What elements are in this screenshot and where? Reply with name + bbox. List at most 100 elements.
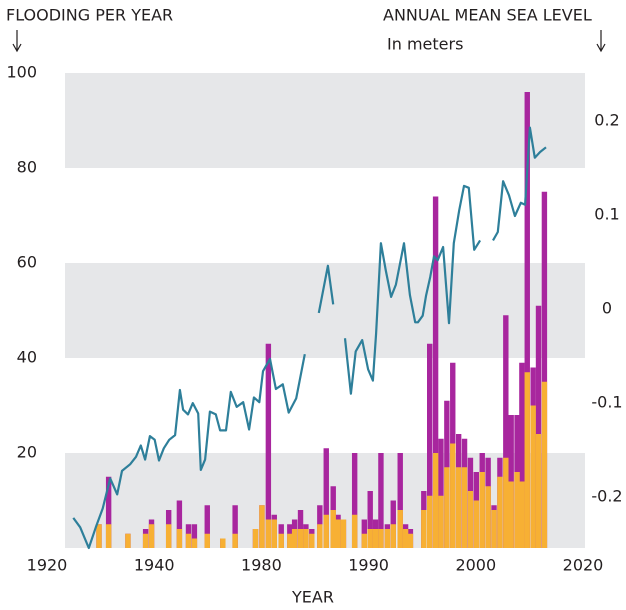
y-tick-label: 100 <box>6 63 37 82</box>
bar <box>444 467 450 548</box>
bar <box>397 453 403 548</box>
bar <box>407 533 414 548</box>
bar <box>204 533 210 548</box>
bar <box>105 476 112 548</box>
bar <box>455 467 462 548</box>
bar <box>185 533 192 548</box>
bar <box>317 524 323 548</box>
bar <box>524 372 530 548</box>
bar <box>125 533 131 548</box>
bar <box>165 524 172 548</box>
y2-tick-label: -0.1 <box>591 393 622 412</box>
bar <box>259 505 265 548</box>
bar <box>402 529 409 548</box>
bar <box>176 500 183 548</box>
y-axis-title: FLOODING PER YEAR <box>6 6 173 25</box>
bar <box>367 529 373 548</box>
arrow <box>596 30 606 53</box>
bar <box>467 491 474 548</box>
x-tick-label: 1940 <box>134 556 175 575</box>
bar <box>265 343 272 548</box>
bar <box>503 457 509 548</box>
y2-axis-subtitle: In meters <box>387 35 463 54</box>
bar <box>473 500 480 548</box>
bar <box>340 519 347 548</box>
bar <box>432 196 439 548</box>
y-tick-label: 60 <box>17 253 37 272</box>
x-tick-label: 1980 <box>241 556 282 575</box>
x-tick-label: 2020 <box>563 556 604 575</box>
bar <box>479 472 485 548</box>
bar <box>535 305 542 548</box>
bar <box>232 533 238 548</box>
bar <box>497 476 503 548</box>
bar <box>438 438 444 548</box>
bar <box>361 533 368 548</box>
bar <box>397 510 403 548</box>
bar <box>378 453 384 548</box>
bar <box>485 486 491 548</box>
y2-tick-label: 0.2 <box>594 110 619 129</box>
bar <box>278 533 284 548</box>
bar <box>330 510 336 548</box>
y2-tick-label: -0.2 <box>591 487 622 506</box>
bar <box>524 92 530 548</box>
bar <box>508 481 514 548</box>
bar <box>503 315 509 548</box>
bar <box>204 505 210 548</box>
bar <box>450 443 456 548</box>
bar <box>271 519 277 548</box>
y2-axis-title: ANNUAL MEAN SEA LEVEL <box>383 6 592 25</box>
bar <box>390 524 396 548</box>
bar <box>232 505 238 548</box>
bar <box>427 495 433 548</box>
bar <box>519 362 525 548</box>
bar <box>335 519 341 548</box>
bar <box>309 533 315 548</box>
bar <box>191 538 198 548</box>
bar <box>378 529 384 548</box>
bar <box>367 491 373 548</box>
x-tick-label: 1920 <box>27 556 68 575</box>
bar <box>541 381 548 548</box>
bar <box>148 524 155 548</box>
y-tick-label: 80 <box>17 158 37 177</box>
bar <box>323 514 329 548</box>
bar <box>351 514 358 548</box>
bar <box>438 495 444 548</box>
y-tick-label: 40 <box>17 348 37 367</box>
y2-tick-label: 0 <box>602 299 612 318</box>
bar <box>427 343 433 548</box>
band <box>65 73 585 168</box>
bar <box>461 467 468 548</box>
bar <box>191 524 198 548</box>
bar <box>323 448 329 548</box>
y-tick-label: 20 <box>17 443 37 462</box>
bar <box>96 524 102 548</box>
bar <box>265 519 272 548</box>
bar <box>514 472 520 548</box>
bar <box>220 538 226 548</box>
bar <box>297 529 304 548</box>
bar <box>252 529 259 548</box>
x-tick-label: 2000 <box>455 556 496 575</box>
bar <box>351 453 358 548</box>
bar <box>421 510 427 548</box>
bar <box>432 453 439 548</box>
bar <box>530 405 536 548</box>
bar <box>291 529 298 548</box>
x-tick-label: 1990 <box>348 556 389 575</box>
bar <box>372 529 379 548</box>
sea-level-line <box>72 126 547 550</box>
bar <box>287 533 293 548</box>
arrow <box>12 30 22 53</box>
bar <box>105 524 112 548</box>
bar <box>142 533 149 548</box>
bar <box>176 529 183 548</box>
bar <box>535 434 542 548</box>
bar <box>519 481 525 548</box>
bar <box>491 510 497 548</box>
bar <box>384 529 391 548</box>
y2-tick-label: 0.1 <box>594 205 619 224</box>
